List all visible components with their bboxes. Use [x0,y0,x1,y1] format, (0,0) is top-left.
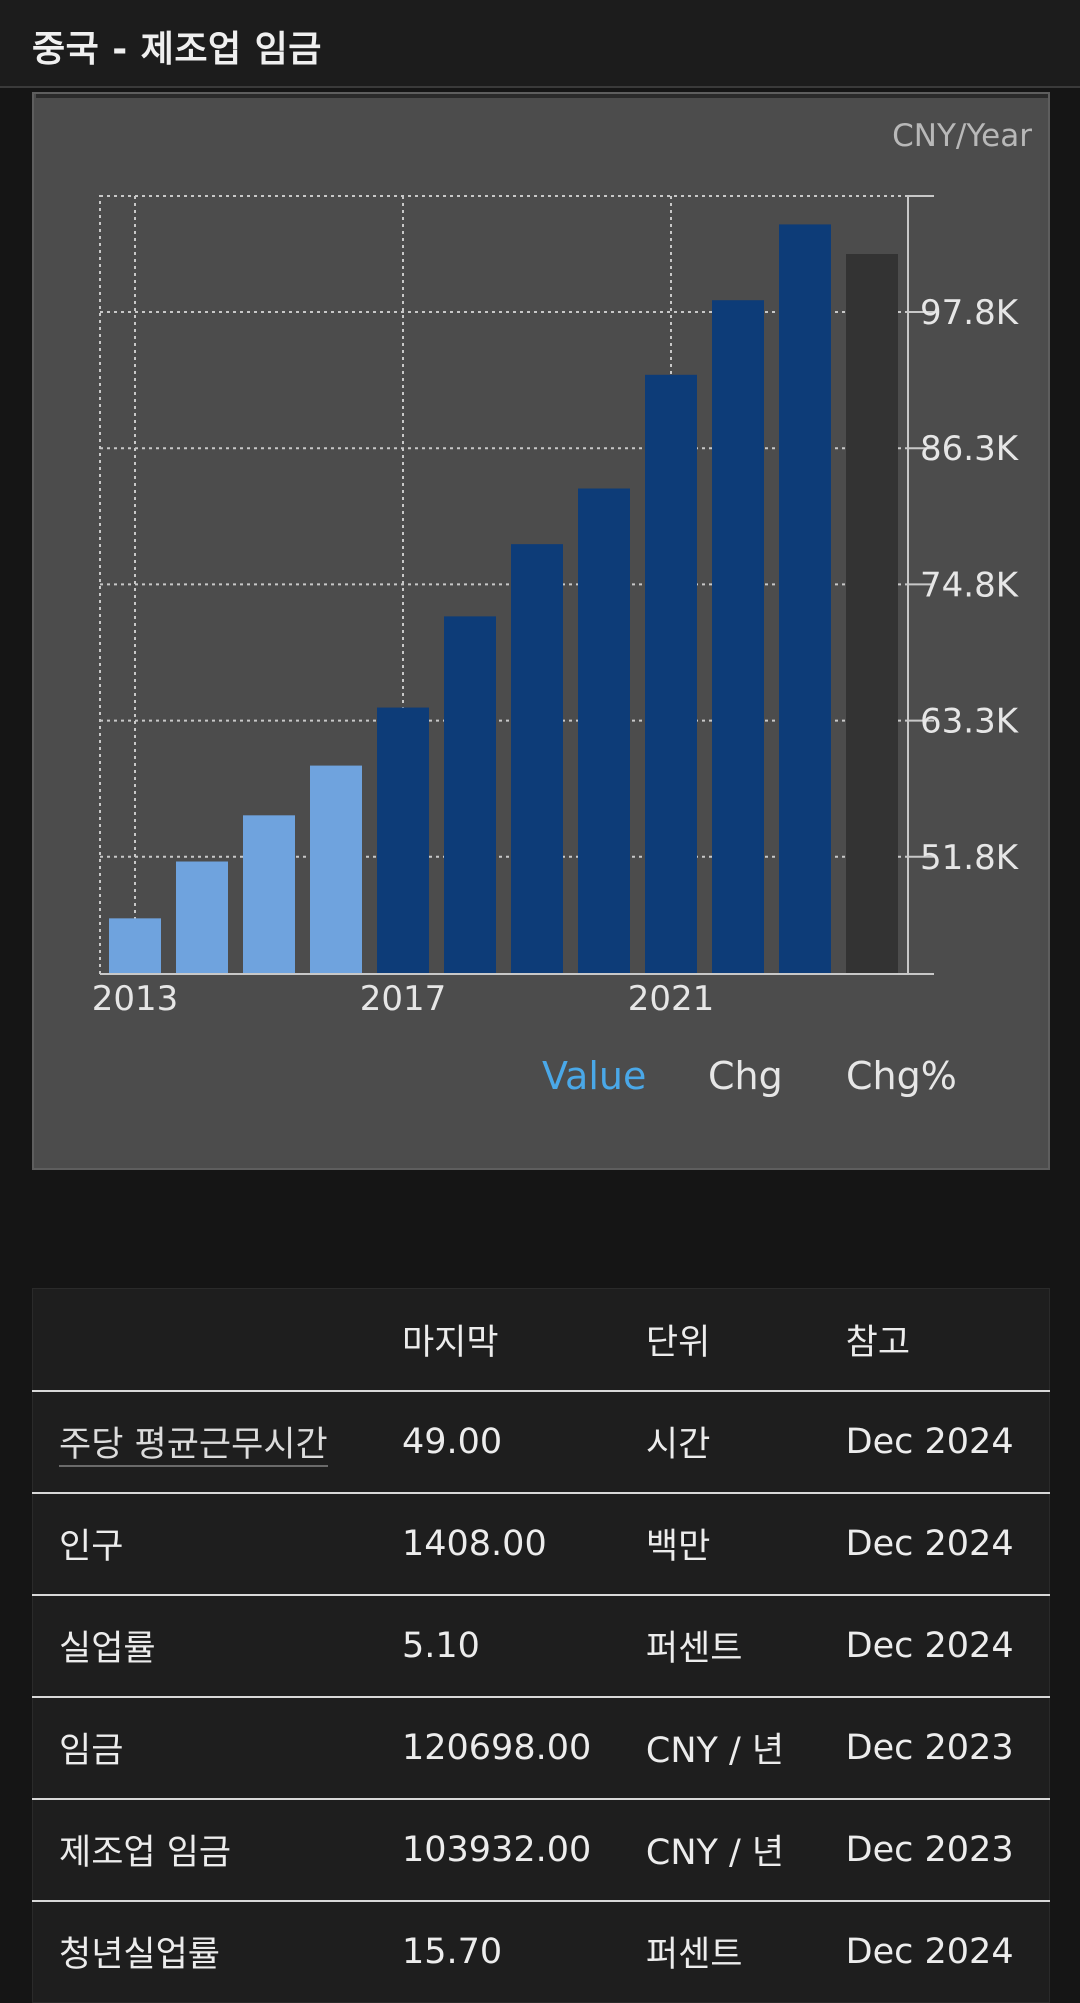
cell-indicator-current: 제조업 임금 [32,1798,402,1902]
bar-2022[interactable] [712,300,764,974]
cell-unit: 시간 [645,1390,846,1494]
cell-unit: CNY / 년 [645,1798,846,1902]
y-tick-label: 86.3K [920,429,1020,469]
cell-last: 1408.00 [401,1492,646,1596]
page-title: 중국 - 제조업 임금 [32,29,322,70]
cell-reference: Dec 2024 [845,1492,1050,1596]
cell-last: 5.10 [401,1594,646,1698]
chart-panel: CNY/Year 51.8K 63.3K 74.8K 86.3K 97.8K 2013 20… [32,92,1050,1170]
table-row[interactable]: 인구 1408.00 백만 Dec 2024 [32,1492,1050,1596]
y-tick-label: 63.3K [920,702,1020,742]
bar-2017[interactable] [377,707,429,974]
cell-last: 103932.00 [401,1798,646,1902]
cell-indicator[interactable]: 임금 [32,1696,402,1800]
cell-reference: Dec 2023 [845,1696,1050,1800]
cell-unit: CNY / 년 [645,1696,846,1800]
y-tick-label: 97.8K [920,293,1020,333]
x-tick-label: 2017 [360,979,447,1019]
bar-2015[interactable] [243,815,295,974]
cell-reference: Dec 2024 [845,1390,1050,1494]
header-reference: 참고 [845,1288,1050,1392]
table-row[interactable]: 주당 평균근무시간 49.00 시간 Dec 2024 [32,1390,1050,1494]
header-unit: 단위 [645,1288,846,1392]
tab-value[interactable]: Value [542,1054,647,1098]
cell-last: 49.00 [401,1390,646,1494]
tab-chg-percent[interactable]: Chg% [846,1054,957,1098]
bar-2018[interactable] [444,616,496,974]
header-last: 마지막 [401,1288,646,1392]
table-row: 제조업 임금 103932.00 CNY / 년 Dec 2023 [32,1798,1050,1902]
bar-2013[interactable] [109,918,161,974]
cell-unit: 백만 [645,1492,846,1596]
tab-chg[interactable]: Chg [708,1054,783,1098]
cell-unit: 퍼센트 [645,1594,846,1698]
y-tick-label: 51.8K [920,838,1020,878]
cell-indicator[interactable]: 청년실업률 [59,1935,221,1976]
table-row[interactable]: 실업률 5.10 퍼센트 Dec 2024 [32,1594,1050,1698]
cell-indicator[interactable]: 인구 [32,1492,402,1596]
header-indicator [32,1288,402,1392]
cell-last: 120698.00 [401,1696,646,1800]
y-tick-label: 74.8K [920,565,1020,605]
cell-last: 15.70 [401,1931,503,1972]
bar-chart: CNY/Year 51.8K 63.3K 74.8K 86.3K 97.8K 2013 20… [92,118,1033,1019]
bar-2024[interactable] [846,254,898,974]
indicator-link-weekly-hours[interactable]: 주당 평균근무시간 [59,1425,328,1467]
cell-indicator[interactable]: 실업률 [32,1594,402,1698]
bar-2021[interactable] [645,374,697,974]
unit-label: CNY/Year [892,118,1032,154]
bar-2014[interactable] [176,861,228,974]
cell-reference: Dec 2024 [845,1594,1050,1698]
table-row[interactable]: 임금 120698.00 CNY / 년 Dec 2023 [32,1696,1050,1800]
chart-tabs: Value Chg Chg% [34,1054,1052,1114]
table-row[interactable]: 청년실업률 15.70 퍼센트 Dec 2024 [33,1901,1050,2003]
bar-2019[interactable] [511,544,563,974]
bar-2016[interactable] [310,765,362,974]
app-header: 중국 - 제조업 임금 [0,0,1080,88]
bar-2020[interactable] [578,488,630,974]
x-tick-label: 2013 [92,979,179,1019]
bar-2023[interactable] [779,224,831,974]
cell-reference: Dec 2023 [845,1798,1050,1902]
cell-unit: 퍼센트 [645,1935,743,1976]
cell-reference: Dec 2024 [845,1931,1014,1972]
related-indicators-table: 마지막 단위 참고 주당 평균근무시간 49.00 시간 Dec 2024 인구… [32,1288,1050,2003]
chart-top-border [36,94,1048,98]
x-tick-label: 2021 [628,979,715,1019]
table-header-row: 마지막 단위 참고 [32,1288,1050,1392]
